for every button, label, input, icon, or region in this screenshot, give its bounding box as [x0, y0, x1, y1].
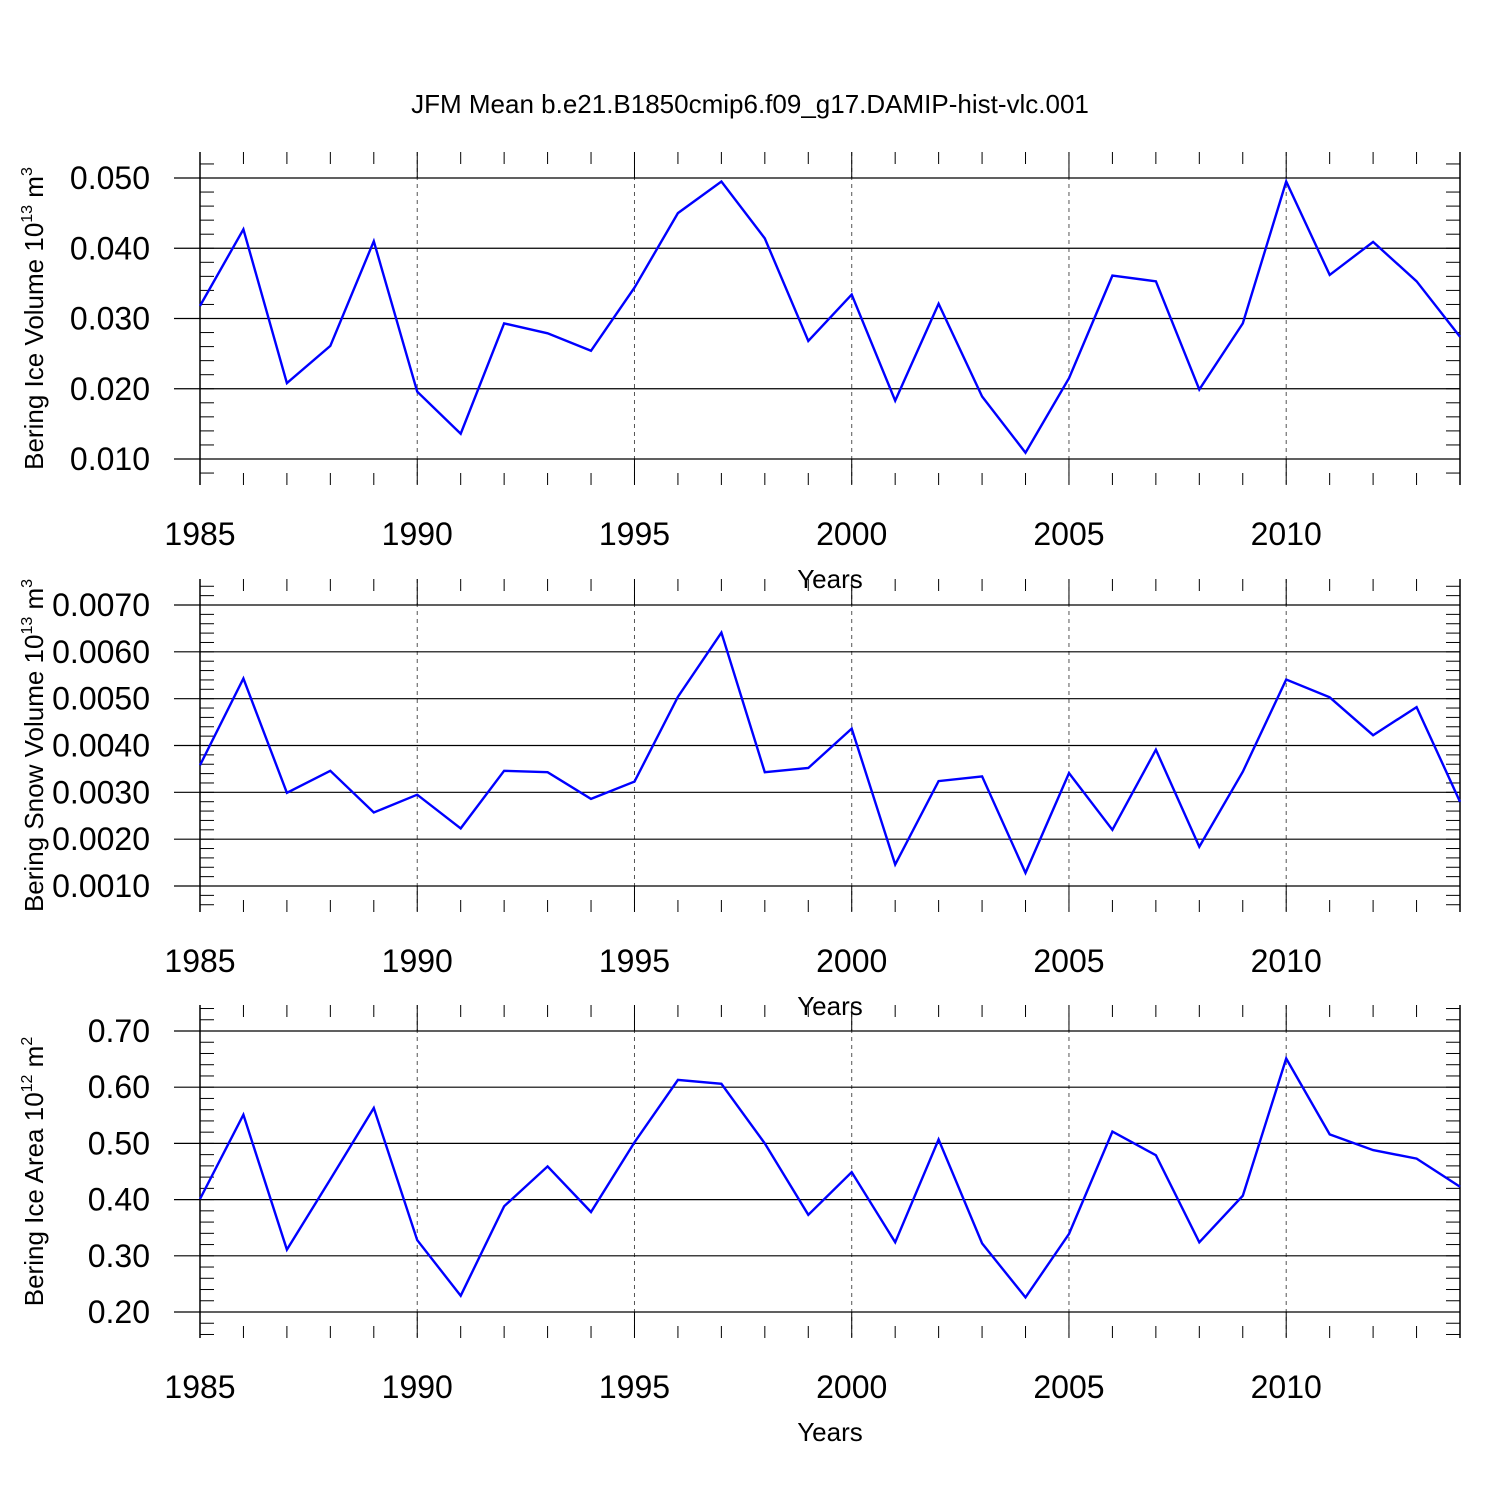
y-tick-label: 0.0070 — [52, 587, 150, 623]
y-tick-label: 0.030 — [70, 301, 150, 337]
y-tick-label: 0.040 — [70, 230, 150, 266]
y-tick-label: 0.0040 — [52, 728, 150, 764]
x-axis-label: Years — [797, 1417, 863, 1447]
x-tick-label: 2000 — [816, 516, 887, 552]
x-axis-label: Years — [797, 564, 863, 594]
x-tick-label: 1995 — [599, 943, 670, 979]
x-tick-label: 2000 — [816, 1369, 887, 1405]
y-tick-label: 0.050 — [70, 160, 150, 196]
x-axis-label: Years — [797, 991, 863, 1021]
x-tick-label: 2010 — [1251, 516, 1322, 552]
x-tick-label: 1990 — [382, 943, 453, 979]
y-tick-label: 0.0010 — [52, 868, 150, 904]
x-tick-label: 2005 — [1033, 943, 1104, 979]
y-tick-label: 0.30 — [88, 1238, 150, 1274]
x-tick-label: 1985 — [164, 943, 235, 979]
series-line — [198, 629, 1462, 876]
x-tick-label: 2005 — [1033, 516, 1104, 552]
panel-1: 0.010 0.020 0.030 0.040 0.050 1985 1990 1995 200… — [19, 152, 1461, 594]
y-tick-label: 0.70 — [88, 1013, 150, 1049]
x-tick-label: 1990 — [382, 1369, 453, 1405]
y-tick-label: 0.60 — [88, 1069, 150, 1105]
y-tick-label: 0.0020 — [52, 821, 150, 857]
y-tick-label: 0.50 — [88, 1125, 150, 1161]
y-tick-label: 0.40 — [88, 1182, 150, 1218]
x-tick-label: 2010 — [1251, 943, 1322, 979]
x-tick-label: 1995 — [599, 516, 670, 552]
y-tick-label: 0.0030 — [52, 774, 150, 810]
y-tick-label: 0.0060 — [52, 634, 150, 670]
x-tick-label: 2000 — [816, 943, 887, 979]
x-tick-label: 1985 — [164, 516, 235, 552]
panel-2: 0.0010 0.0020 0.0030 0.0040 0.0050 0.0060 0.00… — [19, 579, 1462, 1021]
y-axis-label: Bering Ice Area 1012 m2 — [19, 1037, 49, 1307]
x-tick-label: 2010 — [1251, 1369, 1322, 1405]
x-tick-label: 1985 — [164, 1369, 235, 1405]
y-axis-label: Bering Ice Volume 1013 m3 — [19, 167, 49, 470]
x-tick-label: 2005 — [1033, 1369, 1104, 1405]
x-tick-label: 1990 — [382, 516, 453, 552]
series-line — [198, 1055, 1461, 1300]
series-line — [198, 178, 1461, 455]
y-tick-label: 0.20 — [88, 1294, 150, 1330]
chart-title: JFM Mean b.e21.B1850cmip6.f09_g17.DAMIP-… — [411, 89, 1089, 119]
y-tick-label: 0.0050 — [52, 681, 150, 717]
y-tick-label: 0.010 — [70, 441, 150, 477]
panel-3: 0.20 0.30 0.40 0.50 0.60 0.70 1985 1990 1995 2000… — [19, 1005, 1461, 1447]
y-tick-label: 0.020 — [70, 371, 150, 407]
y-axis-label: Bering Snow Volume 1013 m3 — [19, 579, 49, 912]
x-tick-label: 1995 — [599, 1369, 670, 1405]
